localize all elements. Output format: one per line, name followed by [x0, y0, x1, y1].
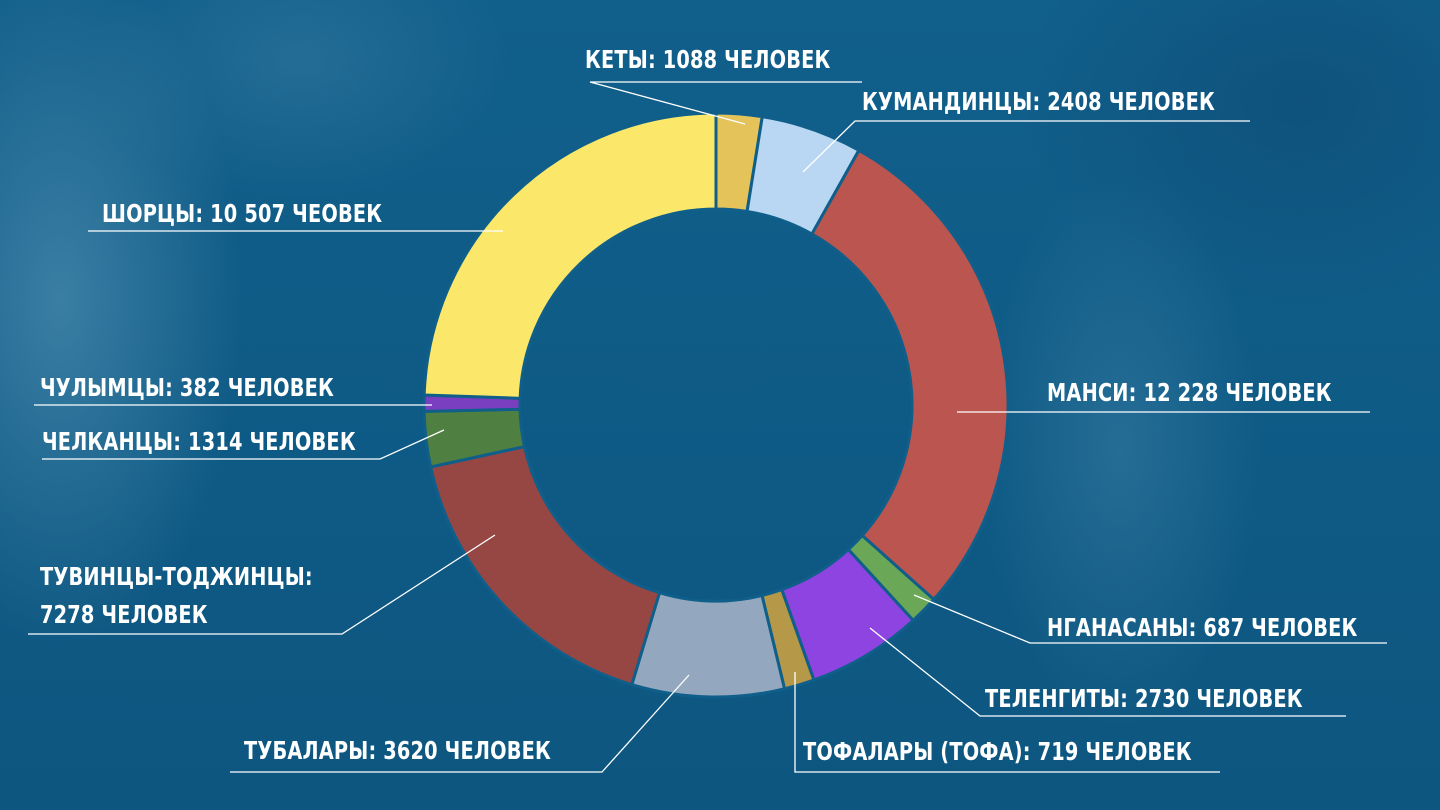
label-tofalary: ТОФАЛАРЫ (ТОФА): 719 ЧЕЛОВЕК — [803, 737, 1192, 766]
donut-slice-11 — [422, 111, 718, 400]
label-tuvintsy-line1: ТУВИНЦЫ-ТОДЖИНЦЫ: — [40, 562, 313, 591]
leader-nganasany — [913, 594, 1387, 644]
leader-kumandintsy — [802, 120, 1250, 173]
label-mansi: МАНСИ: 12 228 ЧЕЛОВЕК — [1047, 378, 1332, 407]
label-nganasany: НГАНАСАНЫ: 687 ЧЕЛОВЕК — [1047, 613, 1358, 642]
label-shortsy: ШОРЦЫ: 10 507 ЧЕОВЕК — [102, 199, 383, 228]
leader-tofalary — [794, 672, 1220, 773]
donut-slice-3 — [809, 148, 1010, 602]
label-tubalary: ТУБАЛАРЫ: 3620 ЧЕЛОВЕК — [244, 736, 552, 765]
label-kumandintsy: КУМАНДИНЦЫ: 2408 ЧЕЛОВЕК — [862, 87, 1216, 116]
label-chelkantsy: ЧЕЛКАНЦЫ: 1314 ЧЕЛОВЕК — [42, 427, 356, 456]
label-chulymtsy: ЧУЛЫМЦЫ: 382 ЧЕЛОВЕК — [40, 373, 335, 402]
donut-slices — [422, 111, 1010, 699]
leader-tubalary — [230, 674, 690, 773]
leader-kety — [589, 81, 862, 125]
donut-slice-8 — [428, 444, 662, 687]
leader-lines — [28, 81, 1387, 773]
label-telengity: ТЕЛЕНГИТЫ: 2730 ЧЕЛОВЕК — [985, 684, 1303, 713]
leader-chelkantsy — [42, 429, 445, 460]
label-kety: КЕТЫ: 1088 ЧЕЛОВЕК — [585, 45, 831, 74]
label-tuvintsy-line2: 7278 ЧЕЛОВЕК — [40, 600, 208, 629]
leader-tuvintsy — [28, 534, 496, 635]
leader-telengity — [869, 627, 1346, 717]
